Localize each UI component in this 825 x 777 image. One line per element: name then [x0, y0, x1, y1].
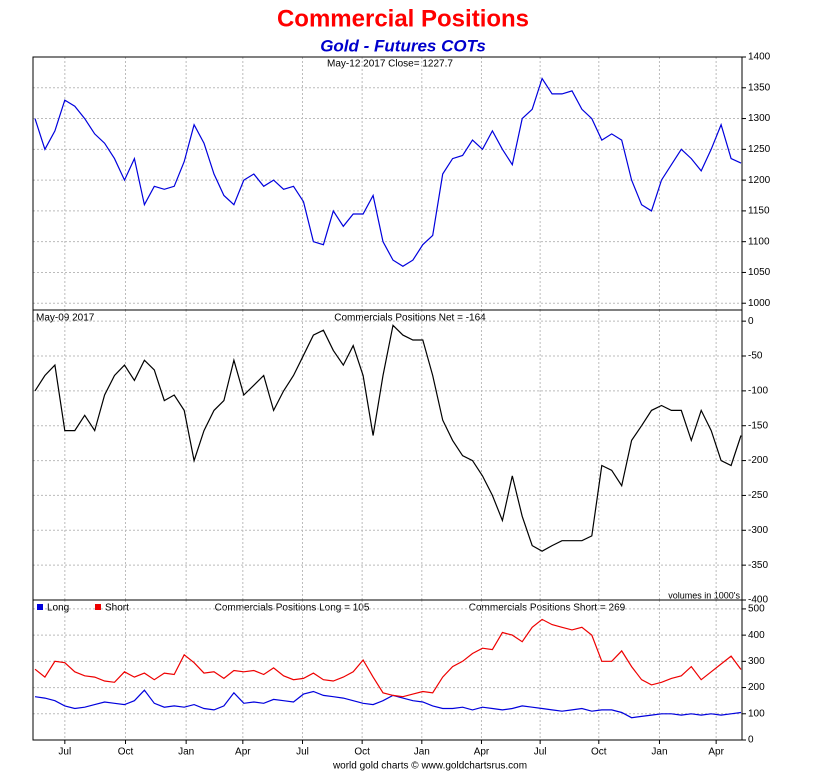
date-label: May-09 2017 — [36, 313, 95, 324]
y-tick-label: -200 — [748, 455, 768, 466]
chart-subtitle: Gold - Futures COTs — [320, 36, 486, 55]
x-tick-label: Apr — [474, 747, 490, 758]
chart-title: Commercial Positions — [277, 5, 529, 32]
y-tick-label: 200 — [748, 682, 765, 693]
legend-swatch — [37, 604, 43, 610]
x-tick-label: Jul — [58, 747, 71, 758]
y-tick-label: 1250 — [748, 144, 771, 155]
x-tick-label: Oct — [118, 747, 134, 758]
footer: world gold charts © www.goldchartsrus.co… — [332, 761, 527, 772]
y-tick-label: 0 — [748, 316, 754, 327]
note: volumes in 1000's — [668, 590, 740, 600]
panel-frame — [32, 599, 743, 741]
data-line — [34, 689, 742, 719]
y-tick-label: 1000 — [748, 298, 771, 309]
y-tick-label: 1350 — [748, 82, 771, 93]
y-tick-label: 1300 — [748, 113, 771, 124]
y-tick-label: -400 — [748, 595, 768, 606]
y-tick-label: -50 — [748, 351, 763, 362]
annotation: May-12 2017 Close= 1227.7 — [327, 59, 453, 70]
x-tick-label: Jul — [534, 747, 547, 758]
y-tick-label: 300 — [748, 656, 765, 667]
y-tick-label: 1400 — [748, 52, 771, 63]
x-tick-label: Jan — [651, 747, 667, 758]
x-tick-label: Apr — [708, 747, 724, 758]
y-tick-label: 1100 — [748, 236, 770, 247]
legend-label: Long — [47, 603, 69, 614]
data-line — [34, 618, 742, 698]
y-tick-label: 1150 — [748, 206, 770, 217]
x-tick-label: Apr — [235, 747, 251, 758]
data-line — [34, 324, 742, 552]
y-tick-label: -350 — [748, 560, 768, 571]
y-tick-label: -150 — [748, 420, 768, 431]
legend-label: Short — [105, 603, 129, 614]
y-tick-label: 0 — [748, 735, 754, 746]
y-tick-label: 400 — [748, 630, 765, 641]
x-tick-label: Oct — [591, 747, 607, 758]
y-tick-label: 100 — [748, 708, 765, 719]
y-tick-label: 500 — [748, 604, 765, 615]
data-line — [34, 77, 742, 268]
x-tick-label: Oct — [354, 747, 370, 758]
y-tick-label: 1200 — [748, 175, 771, 186]
y-tick-label: -300 — [748, 525, 768, 536]
annotation: Commercials Positions Short = 269 — [469, 603, 626, 614]
y-tick-label: 1050 — [748, 267, 771, 278]
x-tick-label: Jul — [296, 747, 309, 758]
y-tick-label: -100 — [748, 386, 768, 397]
x-tick-label: Jan — [178, 747, 194, 758]
annotation: Commercials Positions Long = 105 — [215, 603, 370, 614]
annotation: Commercials Positions Net = -164 — [334, 313, 486, 324]
legend-swatch — [95, 604, 101, 610]
y-tick-label: -250 — [748, 490, 768, 501]
x-tick-label: Jan — [414, 747, 430, 758]
